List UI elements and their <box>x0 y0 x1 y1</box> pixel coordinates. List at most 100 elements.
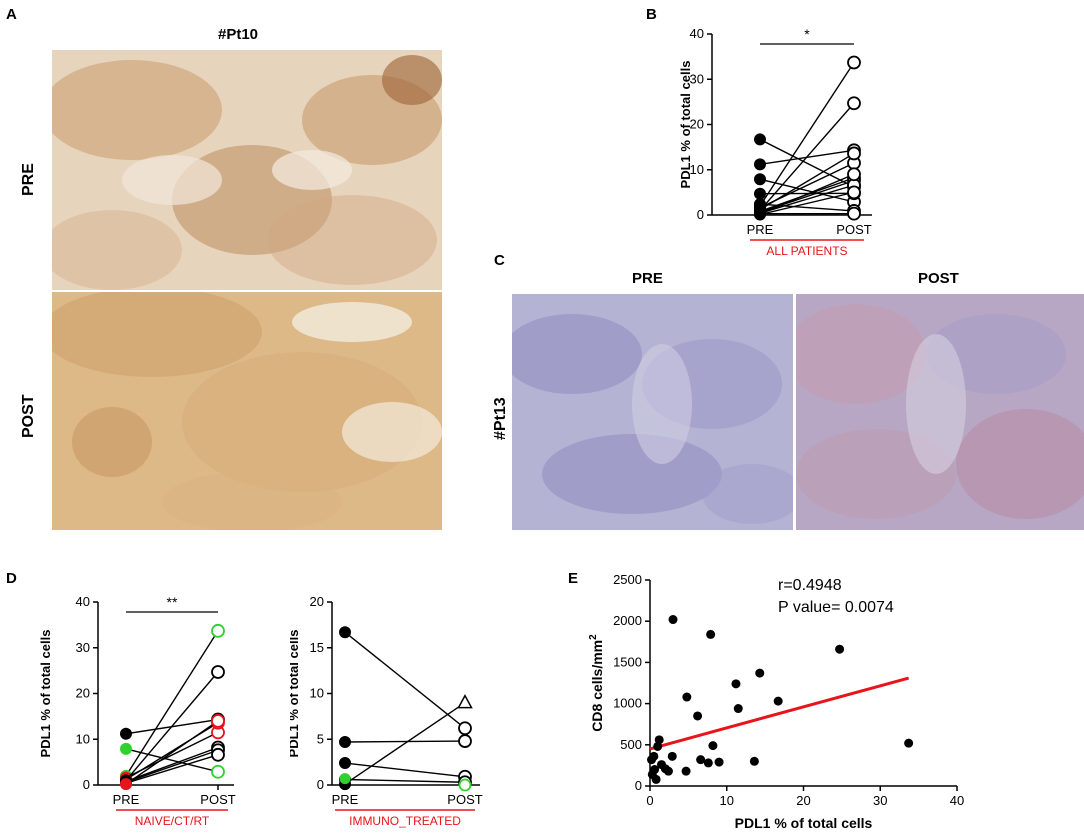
panel-c-col-post: POST <box>918 270 959 287</box>
micrograph-c-pre-texture <box>512 294 793 530</box>
pre-point <box>339 757 351 770</box>
pair-line <box>344 740 466 743</box>
pair-line <box>344 778 466 783</box>
y-tick-label: 0 <box>697 207 704 222</box>
y-tick-label: 20 <box>690 117 704 132</box>
panel-c-row-label: #Pt13 <box>492 397 509 440</box>
panel-d-letter: D <box>6 570 17 587</box>
pre-point <box>339 735 351 748</box>
pre-point <box>339 626 351 639</box>
scatter-point <box>651 774 661 784</box>
micrograph-c-pre <box>512 294 793 530</box>
chart-d2: 0 5 10 15 20 PRE POST IMMUNO_TREATED PDL1 % of t… <box>290 594 483 828</box>
y-tick-label: 0 <box>83 777 90 792</box>
y-tick-label: 10 <box>690 162 704 177</box>
x-tick-label: POST <box>200 792 235 807</box>
panel-a-row-label-pre: PRE <box>20 163 37 196</box>
pair-line <box>344 631 466 729</box>
micrograph-a-post-texture <box>52 292 442 530</box>
post-point <box>211 623 225 638</box>
significance-mark: ** <box>167 594 178 610</box>
y-tick-label: 2000 <box>613 613 642 628</box>
y-tick-label: 0 <box>317 777 324 792</box>
pair-line <box>759 173 855 215</box>
x-tick-label: PRE <box>747 222 774 237</box>
micrograph-a-pre-texture <box>52 50 442 290</box>
pair-line <box>125 746 219 782</box>
x-tick-label: 40 <box>950 793 964 808</box>
pair-line <box>125 720 219 785</box>
post-point <box>847 185 861 200</box>
y-tick-label: 5 <box>317 731 324 746</box>
pre-point <box>754 158 766 171</box>
y-tick-label: 15 <box>310 640 324 655</box>
scatter-point <box>650 765 660 775</box>
scatter-point <box>749 756 759 766</box>
pair-line <box>759 102 855 211</box>
post-point <box>847 167 861 182</box>
x-tick-label: 30 <box>873 793 887 808</box>
panel-b-letter: B <box>646 6 657 23</box>
significance-mark: * <box>804 26 810 42</box>
scatter-point <box>649 751 659 761</box>
y-axis-label: PDL1 % of total cells <box>38 630 53 758</box>
scatter-point <box>703 758 713 768</box>
y-tick-label: 40 <box>76 594 90 609</box>
post-point <box>211 665 225 679</box>
panel-a-letter: A <box>6 6 17 23</box>
scatter-point <box>693 711 703 721</box>
micrograph-a-pre <box>52 50 442 290</box>
post-point <box>458 721 472 736</box>
y-tick-label: 0 <box>635 778 642 793</box>
x-tick-label: PRE <box>332 792 359 807</box>
pair-line <box>759 152 855 211</box>
panel-e-letter: E <box>568 570 579 587</box>
scatter-point <box>904 738 914 748</box>
pre-point <box>754 208 766 221</box>
regression-line <box>649 676 910 751</box>
annotation-r: r=0.4948 <box>778 577 842 594</box>
chart-e: 0 500 1000 1500 2000 2500 0 10 20 30 40 PDL1 % of t… <box>588 572 964 831</box>
post-point-green <box>458 778 472 792</box>
group-label: IMMUNO_TREATED <box>349 814 461 828</box>
pair-line <box>125 671 219 781</box>
pre-point <box>754 173 766 186</box>
x-tick-label: PRE <box>113 792 140 807</box>
scatter-point <box>668 615 678 625</box>
y-tick-label: 500 <box>620 737 642 752</box>
pair-line <box>125 749 219 783</box>
x-tick-label: POST <box>447 792 482 807</box>
y-tick-label: 30 <box>76 640 90 655</box>
post-point <box>211 714 225 728</box>
x-tick-label: 10 <box>720 793 734 808</box>
x-axis-label: PDL1 % of total cells <box>735 815 873 831</box>
pair-line <box>125 754 219 784</box>
panel-a-title: #Pt10 <box>218 26 259 43</box>
post-point <box>211 747 225 762</box>
post-point <box>847 96 861 111</box>
y-tick-label: 2500 <box>613 572 642 587</box>
scatter-point <box>714 757 724 767</box>
pre-point <box>754 187 766 200</box>
pre-point <box>120 727 132 740</box>
post-point-triangle <box>457 694 473 709</box>
pre-point-green <box>339 773 351 785</box>
panel-c-letter: C <box>494 252 505 269</box>
pair-line <box>759 62 855 207</box>
chart-d1: 0 10 20 30 40 PRE POST NAIVE/CT/RT PDL1 % of tot… <box>38 594 236 828</box>
scatter-point <box>654 735 664 745</box>
y-tick-label: 30 <box>690 71 704 86</box>
pre-point <box>120 742 132 755</box>
post-point <box>847 146 861 161</box>
pair-line <box>759 184 855 214</box>
scatter-point <box>835 644 845 654</box>
y-axis-label: PDL1 % of total cells <box>290 630 301 758</box>
scatter-point <box>755 668 765 678</box>
y-tick-label: 10 <box>76 731 90 746</box>
pair-line <box>125 630 219 777</box>
annotation-p: P value= 0.0074 <box>778 599 894 616</box>
pre-point <box>754 133 766 146</box>
y-axis-label-text: CD8 cells/mm <box>589 640 605 732</box>
pair-line <box>344 702 466 785</box>
y-tick-label: 20 <box>310 594 324 609</box>
